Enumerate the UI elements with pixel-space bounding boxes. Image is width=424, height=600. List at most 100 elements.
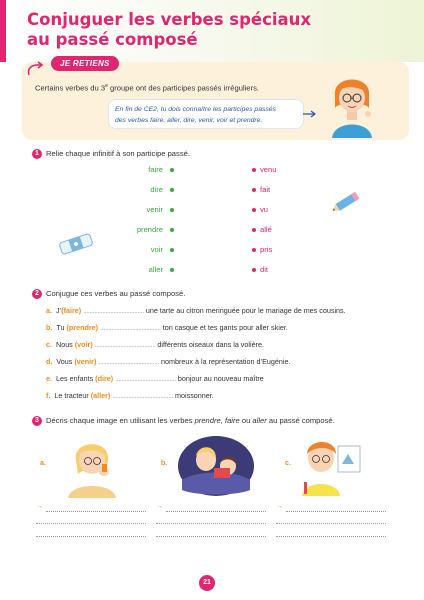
bedtime-illustration	[178, 436, 254, 496]
answer-line[interactable]	[156, 536, 266, 537]
sentence-verb: (aller)	[90, 391, 111, 400]
participle-pris: pris	[260, 245, 273, 254]
sentence-verb: (voir)	[74, 340, 93, 349]
retiens-text-main: Certains verbes du 3	[35, 83, 106, 93]
link-dot-right[interactable]	[252, 228, 256, 232]
exercise-3-instruction: Décris chaque image en utilisant les ver…	[46, 416, 335, 425]
sentence-start: J’	[56, 306, 62, 315]
infinitive-venir: venir	[146, 205, 163, 214]
answer-blank[interactable]: ......................................	[100, 323, 161, 332]
link-dot-left[interactable]	[170, 268, 174, 272]
image-b-label: b.	[161, 460, 168, 467]
sentence-end: une tarte au citron meringuée pour le ma…	[143, 306, 346, 315]
sentence-verb: (dire)	[95, 374, 114, 383]
bubble-line-2: des verbes faire, aller, dire, venir, vo…	[115, 117, 263, 124]
sentence-start: Les enfants	[56, 374, 96, 383]
sentence-letter: c.	[46, 340, 52, 349]
header-background	[0, 0, 424, 62]
answer-line[interactable]	[286, 511, 386, 512]
answer-line[interactable]	[156, 523, 266, 524]
sentence-letter: e.	[46, 374, 52, 383]
instruction-start: Décris chaque image en utilisant les ver…	[46, 416, 195, 425]
answer-blank[interactable]: ......................................	[112, 391, 174, 400]
link-dot-left[interactable]	[170, 208, 174, 212]
link-dot-right[interactable]	[252, 208, 256, 212]
retiens-badge: JE RETIENS	[51, 56, 119, 71]
instruction-verb-aller: aller	[252, 416, 267, 425]
sentence-letter: d.	[46, 357, 53, 366]
exercise-1-number: 1	[32, 149, 42, 159]
sentence-start: Le tracteur	[54, 391, 91, 400]
answer-arrow: →	[276, 503, 283, 510]
sentence-end: nombreux à la représentation d’Eugénie.	[159, 357, 291, 366]
retiens-text-rest: groupe ont des participes passés irrégul…	[107, 83, 259, 93]
answer-blank[interactable]: ......................................	[83, 306, 144, 315]
answer-blank[interactable]: ......................................	[94, 340, 156, 349]
sentence-end: moissonner.	[173, 391, 214, 400]
sentence-letter: a.	[46, 306, 52, 315]
sentence-end: différents oiseaux dans la volière.	[155, 340, 264, 349]
title-line-1: Conjuguer les verbes spéciaux	[27, 10, 312, 29]
link-dot-left[interactable]	[170, 228, 174, 232]
answer-blank[interactable]: ......................................	[115, 374, 176, 383]
infinitive-prendre: prendre	[136, 225, 163, 234]
instruction-verbs: prendre, faire	[194, 416, 240, 425]
speech-bubble: En fin de CE2, tu dois connaître les par…	[108, 99, 304, 129]
link-dot-left[interactable]	[170, 168, 174, 172]
link-dot-left[interactable]	[170, 248, 174, 252]
sentence-start: Tu	[56, 323, 67, 332]
exercise-1-instruction: Relie chaque infinitif à son participe p…	[46, 149, 190, 158]
answer-line[interactable]	[36, 523, 146, 524]
link-dot-right[interactable]	[252, 248, 256, 252]
instruction-mid: ou	[239, 416, 253, 425]
answer-line[interactable]	[276, 523, 386, 524]
retiens-rule: Certains verbes du 3e groupe ont des par…	[35, 83, 259, 93]
header-accent-bar	[0, 0, 6, 62]
link-dot-right[interactable]	[252, 268, 256, 272]
sentence-end: bonjour au nouveau maître	[175, 374, 264, 383]
woman-illustration	[68, 444, 116, 498]
title-line-2: au passé composé	[27, 30, 198, 49]
exercise-2-instruction: Conjugue ces verbes au passé composé.	[46, 289, 186, 298]
retiens-text-sup: e	[105, 83, 108, 89]
instruction-end: au passé composé.	[266, 416, 335, 425]
participle-dit: dit	[260, 265, 269, 274]
participle-alle: allé	[260, 225, 272, 234]
image-c-label: c.	[285, 460, 291, 467]
answer-line[interactable]	[276, 536, 386, 537]
pencil-icon	[332, 191, 360, 211]
link-dot-right[interactable]	[252, 188, 256, 192]
infinitive-faire: faire	[148, 165, 163, 174]
eraser-icon	[59, 233, 93, 255]
boy-drawing-illustration	[302, 442, 361, 496]
sentence-b: b. Tu (prendre) .........................…	[46, 323, 288, 332]
sentence-letter: f.	[46, 391, 51, 400]
page-number: 21	[199, 575, 215, 591]
answer-arrow: →	[36, 503, 43, 510]
sentence-letter: b.	[46, 323, 53, 332]
sentence-end: ton casque et tes gants pour aller skier…	[160, 323, 288, 332]
sentence-e: e. Les enfants (dire) ...................…	[46, 374, 264, 383]
infinitive-dire: dire	[150, 185, 163, 194]
infinitive-aller: aller	[148, 265, 163, 274]
sentence-verb: (faire)	[61, 306, 82, 315]
link-dot-left[interactable]	[170, 188, 174, 192]
sentence-verb: (venir)	[74, 357, 97, 366]
girl-illustration	[332, 79, 372, 138]
link-dot-right[interactable]	[252, 168, 256, 172]
answer-blank[interactable]: ......................................	[98, 357, 160, 366]
infinitive-voir: voir	[150, 245, 163, 254]
sentence-start: Vous	[56, 357, 75, 366]
bubble-line-1: En fin de CE2, tu dois connaître les par…	[115, 106, 276, 113]
answer-line[interactable]	[166, 511, 266, 512]
participle-vu: vu	[260, 205, 269, 214]
exercise-2-number: 2	[32, 289, 42, 299]
sentence-a: a. J’(faire) ............................…	[46, 306, 346, 315]
participle-fait: fait	[260, 185, 271, 194]
sentence-c: c. Nous (voir) ..........................…	[46, 340, 264, 349]
answer-line[interactable]	[36, 536, 146, 537]
sentence-start: Nous	[56, 340, 75, 349]
answer-line[interactable]	[46, 511, 146, 512]
participle-venu: venu	[260, 165, 277, 174]
sentence-d: d. Vous (venir) .........................…	[46, 357, 291, 366]
